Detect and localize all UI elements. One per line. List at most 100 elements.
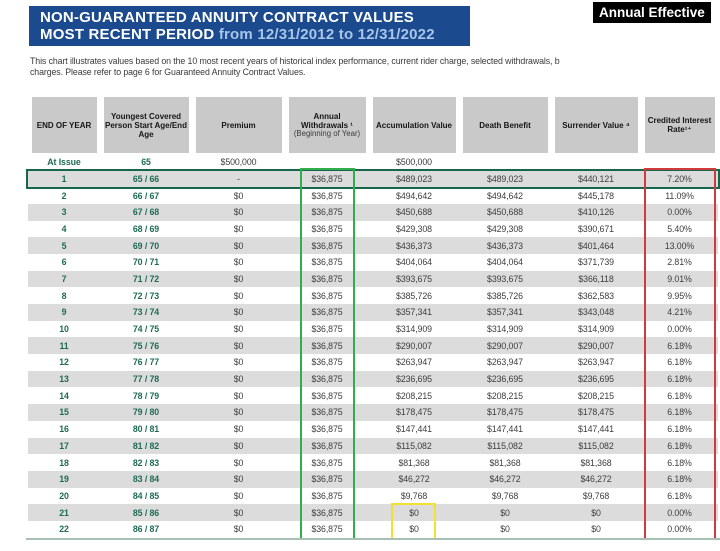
year-15-cell-end-of-year: 15	[59, 407, 69, 418]
table-row-year-18: 18 82 / 83 $0 $36,875 $81,368 $81,368 $81,368 6…	[28, 454, 718, 471]
title-banner: NON-GUARANTEED ANNUITY CONTRACT VALUES M…	[29, 6, 470, 46]
year-12-cell-premium: $0	[233, 357, 244, 368]
title-line2: MOST RECENT PERIOD from 12/31/2012 to 12…	[40, 26, 470, 43]
at-issue-cell-youngest-covered-person: 65	[141, 156, 151, 167]
year-16-cell-credited-interest-rate: 6.18%	[667, 424, 692, 435]
at-issue-cell-annual-withdrawals	[285, 153, 369, 171]
table-row-year-22: 22 86 / 87 $0 $36,875 $0 $0 $0 0.00%	[28, 521, 718, 538]
year-8-cell-end-of-year: 8	[61, 290, 67, 301]
year-10-cell-credited-interest-rate: 0.00%	[667, 324, 692, 335]
year-10-cell-accumulation-value: $314,909	[396, 324, 432, 335]
year-11-cell-accumulation-value: $290,007	[396, 340, 432, 351]
year-11-cell-surrender-value: $290,007	[578, 340, 614, 351]
year-6-cell-credited-interest-rate: 2.81%	[667, 257, 692, 268]
table-row-year-11: 11 75 / 76 $0 $36,875 $290,007 $290,007 $290,0…	[28, 337, 718, 355]
year-5-cell-surrender-value: $401,464	[578, 240, 614, 251]
year-8-cell-youngest-covered-person: 72 / 73	[132, 290, 160, 301]
year-12-cell-end-of-year: 12	[59, 357, 69, 368]
year-9-cell-youngest-covered-person: 73 / 74	[132, 307, 160, 318]
year-4-cell-accumulation-value: $429,308	[396, 223, 432, 234]
year-19-cell-annual-withdrawals: $36,875	[311, 474, 343, 485]
year-6-cell-death-benefit: $404,064	[487, 257, 523, 268]
table-row-year-1: 1 65 / 66 - $36,875 $489,023 $489,023 $440,121…	[28, 170, 718, 188]
year-22-cell-premium: $0	[233, 524, 244, 535]
year-2-cell-annual-withdrawals: $36,875	[311, 190, 343, 201]
at-issue-row: At Issue 65 $500,000 $500,000	[28, 153, 718, 171]
year-20-cell-death-benefit: $9,768	[491, 490, 519, 501]
table-header-row: END OF YEAR Youngest Covered Person Start…	[28, 97, 718, 153]
year-7-cell-annual-withdrawals: $36,875	[311, 273, 343, 284]
year-2-cell-accumulation-value: $494,642	[396, 190, 432, 201]
year-17-cell-premium: $0	[233, 440, 244, 451]
at-issue-cell-premium: $500,000	[220, 156, 257, 167]
year-6-cell-youngest-covered-person: 70 / 71	[132, 257, 160, 268]
year-12-cell-surrender-value: $263,947	[578, 357, 614, 368]
year-9-cell-accumulation-value: $357,341	[396, 307, 432, 318]
year-2-cell-premium: $0	[233, 190, 244, 201]
title-line2-bold: MOST RECENT PERIOD	[40, 26, 215, 43]
year-10-cell-death-benefit: $314,909	[487, 324, 523, 335]
year-9-cell-end-of-year: 9	[61, 307, 67, 318]
year-11-cell-end-of-year: 11	[59, 340, 69, 351]
year-16-cell-youngest-covered-person: 80 / 81	[132, 424, 160, 435]
year-9-cell-credited-interest-rate: 4.21%	[667, 307, 692, 318]
year-17-cell-credited-interest-rate: 6.18%	[667, 440, 692, 451]
year-18-cell-death-benefit: $81,368	[489, 457, 521, 468]
year-12-cell-accumulation-value: $263,947	[396, 357, 432, 368]
table-row-year-17: 17 81 / 82 $0 $36,875 $115,082 $115,082 $115,0…	[28, 437, 718, 455]
year-4-cell-youngest-covered-person: 68 / 69	[132, 223, 160, 234]
year-15-cell-youngest-covered-person: 79 / 80	[132, 407, 160, 418]
column-header-sublabel: (Beginning of Year)	[293, 128, 361, 138]
year-20-cell-premium: $0	[233, 490, 244, 501]
year-21-cell-annual-withdrawals: $36,875	[311, 507, 343, 518]
year-22-cell-death-benefit: $0	[500, 524, 510, 535]
year-2-cell-end-of-year: 2	[61, 190, 67, 201]
column-header-label: Accumulation Value	[375, 120, 453, 130]
year-19-cell-accumulation-value: $46,272	[398, 474, 430, 485]
year-9-cell-surrender-value: $343,048	[578, 307, 614, 318]
year-11-cell-death-benefit: $290,007	[487, 340, 523, 351]
column-header-end-of-year: END OF YEAR	[28, 97, 100, 153]
column-header-surrender-value: Surrender Value ⁴	[551, 97, 641, 153]
year-5-cell-youngest-covered-person: 69 / 70	[132, 240, 160, 251]
year-21-cell-death-benefit: $0	[500, 507, 510, 518]
at-issue-cell-death-benefit	[459, 153, 551, 171]
year-1-cell-death-benefit: $489,023	[487, 173, 523, 184]
year-1-cell-premium: -	[237, 173, 240, 184]
table-bottom-rule	[26, 538, 720, 540]
year-8-cell-credited-interest-rate: 9.95%	[667, 290, 692, 301]
values-table: END OF YEAR Youngest Covered Person Start…	[26, 97, 720, 545]
table-row-year-8: 8 72 / 73 $0 $36,875 $385,726 $385,726 $362,58…	[28, 287, 718, 304]
year-5-cell-accumulation-value: $436,373	[396, 240, 432, 251]
year-4-cell-surrender-value: $390,671	[578, 223, 614, 234]
year-15-cell-death-benefit: $178,475	[487, 407, 523, 418]
year-11-cell-credited-interest-rate: 6.18%	[667, 340, 692, 351]
year-14-cell-credited-interest-rate: 6.18%	[667, 390, 692, 401]
year-1-cell-credited-interest-rate: 7.20%	[667, 173, 692, 184]
year-16-cell-end-of-year: 16	[59, 424, 69, 435]
column-header-label: Surrender Value ⁴	[562, 120, 630, 130]
year-2-cell-credited-interest-rate: 11.09%	[665, 190, 694, 201]
year-13-cell-credited-interest-rate: 6.18%	[667, 374, 692, 385]
year-8-cell-surrender-value: $362,583	[578, 290, 614, 301]
year-17-cell-youngest-covered-person: 81 / 82	[132, 440, 160, 451]
year-13-cell-annual-withdrawals: $36,875	[311, 374, 343, 385]
year-12-cell-annual-withdrawals: $36,875	[311, 357, 343, 368]
year-13-cell-premium: $0	[233, 374, 244, 385]
year-7-cell-premium: $0	[233, 273, 244, 284]
year-20-cell-credited-interest-rate: 6.18%	[667, 490, 692, 501]
year-6-cell-annual-withdrawals: $36,875	[311, 257, 343, 268]
title-line1: NON-GUARANTEED ANNUITY CONTRACT VALUES	[40, 9, 414, 26]
year-5-cell-annual-withdrawals: $36,875	[311, 240, 343, 251]
column-header-label: Death Benefit	[479, 120, 531, 130]
year-18-cell-credited-interest-rate: 6.18%	[667, 457, 692, 468]
column-header-credited-interest-rate: Credited Interest Rate¹⁺	[641, 97, 718, 153]
year-14-cell-end-of-year: 14	[59, 390, 69, 401]
table-row-year-7: 7 71 / 72 $0 $36,875 $393,675 $393,675 $366,11…	[28, 270, 718, 288]
year-10-cell-end-of-year: 10	[59, 324, 69, 335]
year-5-cell-death-benefit: $436,373	[487, 240, 523, 251]
table-row-year-16: 16 80 / 81 $0 $36,875 $147,441 $147,441 $147,4…	[28, 421, 718, 438]
year-14-cell-annual-withdrawals: $36,875	[311, 390, 343, 401]
year-10-cell-youngest-covered-person: 74 / 75	[132, 324, 160, 335]
year-22-cell-annual-withdrawals: $36,875	[311, 524, 343, 535]
